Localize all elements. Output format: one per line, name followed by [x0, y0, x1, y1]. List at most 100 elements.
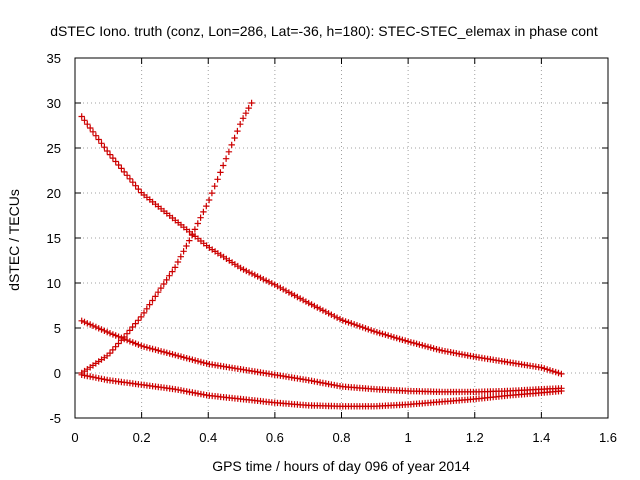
data-point — [387, 333, 395, 340]
data-point — [342, 318, 349, 325]
data-point — [177, 353, 185, 360]
data-point — [135, 185, 142, 193]
data-point — [129, 339, 136, 346]
data-point — [143, 344, 151, 351]
data-point — [132, 182, 139, 189]
grid-layer — [75, 58, 608, 418]
data-point — [277, 284, 284, 291]
data-point — [109, 154, 117, 162]
data-point — [98, 326, 105, 333]
data-point — [132, 320, 139, 327]
data-point — [123, 330, 131, 337]
x-tick-label: 1.2 — [466, 430, 484, 445]
data-point — [183, 242, 190, 250]
y-tick-label: 10 — [47, 276, 61, 291]
data-point — [407, 339, 415, 346]
data-point — [157, 348, 165, 355]
data-point — [328, 311, 335, 318]
data-point — [149, 345, 156, 353]
series-1 — [78, 113, 565, 378]
data-point — [370, 328, 378, 335]
data-point — [188, 232, 196, 239]
data-point — [248, 270, 256, 277]
data-point — [410, 339, 417, 347]
data-point — [368, 327, 375, 334]
data-point — [115, 340, 122, 347]
series-4 — [78, 371, 565, 410]
x-tick-label: 0.2 — [133, 430, 151, 445]
y-tick-label: 15 — [47, 231, 61, 246]
data-point — [546, 367, 554, 374]
data-point — [109, 331, 117, 338]
data-point — [208, 189, 216, 197]
data-point — [140, 343, 148, 350]
data-point — [419, 342, 426, 349]
data-point — [433, 346, 440, 353]
data-point — [123, 172, 131, 179]
data-point — [322, 308, 329, 315]
data-point — [78, 317, 85, 324]
y-axis-label: dSTEC / TECUs — [6, 189, 22, 291]
data-point — [302, 298, 310, 305]
data-point — [118, 165, 125, 172]
data-point — [288, 290, 295, 298]
data-point — [87, 124, 94, 132]
data-point — [430, 345, 437, 352]
data-point — [123, 336, 131, 344]
data-point — [333, 314, 341, 321]
data-point — [271, 281, 278, 288]
data-point — [251, 271, 258, 279]
data-point — [558, 370, 565, 378]
data-point — [427, 344, 434, 351]
data-point — [353, 322, 361, 329]
data-point — [237, 264, 244, 272]
x-axis-label: GPS time / hours of day 096 of year 2014 — [212, 458, 470, 474]
data-point — [243, 267, 250, 275]
data-point — [126, 338, 134, 345]
data-point — [169, 351, 176, 358]
data-point — [234, 127, 241, 135]
data-point — [552, 368, 559, 376]
data-point — [396, 335, 403, 343]
data-point — [325, 310, 332, 317]
data-point — [365, 326, 372, 333]
data-point — [171, 264, 179, 271]
data-point — [180, 354, 187, 361]
data-point — [555, 369, 562, 377]
data-point — [98, 140, 105, 147]
data-point — [104, 147, 111, 155]
data-point — [166, 350, 173, 357]
data-point — [268, 280, 275, 287]
data-point — [137, 313, 145, 321]
data-point — [180, 248, 187, 255]
data-point — [95, 136, 102, 143]
data-point — [118, 334, 125, 341]
chart-title: dSTEC Iono. truth (conz, Lon=286, Lat=-3… — [50, 23, 598, 39]
data-point — [404, 338, 412, 345]
data-point — [319, 307, 327, 314]
data-point — [376, 329, 383, 337]
data-point — [87, 321, 94, 328]
x-tick-label: 1.6 — [599, 430, 617, 445]
data-point — [285, 289, 293, 296]
data-point — [222, 155, 230, 162]
data-point — [121, 168, 128, 176]
data-point — [126, 175, 134, 182]
data-point — [348, 320, 355, 327]
data-point — [138, 342, 145, 350]
data-point — [359, 324, 366, 331]
data-point — [257, 274, 264, 281]
data-point — [81, 117, 88, 124]
data-point — [544, 366, 551, 373]
data-point — [101, 144, 108, 151]
data-point — [549, 368, 556, 375]
data-point — [263, 277, 270, 284]
data-point — [305, 299, 312, 307]
data-point — [115, 161, 122, 169]
data-point — [356, 323, 363, 330]
data-point — [146, 345, 153, 352]
data-point — [280, 286, 287, 293]
y-tick-label: -5 — [49, 411, 61, 426]
data-point — [345, 319, 352, 326]
